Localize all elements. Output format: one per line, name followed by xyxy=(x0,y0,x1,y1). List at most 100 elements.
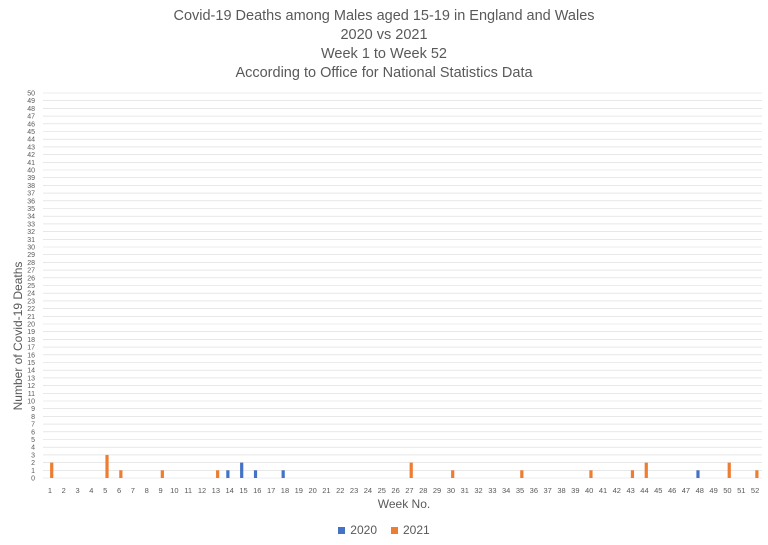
y-tick-label-48: 48 xyxy=(27,106,35,113)
y-tick-label-22: 22 xyxy=(27,306,35,313)
x-tick-label-3: 3 xyxy=(75,486,79,495)
y-tick-labels: 0123456789101112131415161718192021222324… xyxy=(27,91,35,483)
y-tick-label-14: 14 xyxy=(27,368,35,375)
y-tick-label-39: 39 xyxy=(27,175,35,182)
legend-label-2020: 2020 xyxy=(350,523,377,537)
y-tick-label-24: 24 xyxy=(27,291,35,298)
x-tick-label-29: 29 xyxy=(433,486,441,495)
x-tick-label-1: 1 xyxy=(48,486,52,495)
x-tick-label-20: 20 xyxy=(308,486,316,495)
x-tick-label-44: 44 xyxy=(640,486,648,495)
bar-2021-week-43 xyxy=(630,470,635,478)
y-tick-label-8: 8 xyxy=(31,414,35,421)
x-tick-labels: 1 2 3 4 5 6 7 8 9 10 11 12 13 14 15 16 17 18 19 20 21 22 23 24 2… xyxy=(48,486,759,495)
y-tick-label-16: 16 xyxy=(27,352,35,359)
bar-2021-week-1 xyxy=(50,462,54,478)
y-tick-label-23: 23 xyxy=(27,298,35,305)
y-tick-label-2: 2 xyxy=(31,460,35,467)
x-tick-label-39: 39 xyxy=(571,486,579,495)
x-tick-label-40: 40 xyxy=(585,486,593,495)
y-tick-label-32: 32 xyxy=(27,229,35,236)
bar-2021-week-35 xyxy=(520,470,524,478)
y-tick-label-30: 30 xyxy=(27,245,35,252)
y-tick-label-18: 18 xyxy=(27,337,35,344)
x-tick-label-38: 38 xyxy=(557,486,565,495)
x-tick-label-16: 16 xyxy=(253,486,261,495)
x-tick-label-47: 47 xyxy=(682,486,690,495)
x-tick-label-4: 4 xyxy=(89,486,93,495)
y-tick-label-10: 10 xyxy=(27,399,35,406)
x-tick-label-27: 27 xyxy=(405,486,413,495)
x-tick-label-6: 6 xyxy=(117,486,121,495)
y-tick-label-28: 28 xyxy=(27,260,35,267)
bar-2020-week-16 xyxy=(253,470,258,478)
x-tick-label-19: 19 xyxy=(295,486,303,495)
bar-2021-week-40 xyxy=(589,470,593,478)
y-tick-label-9: 9 xyxy=(31,406,35,413)
chart-title-line-2: 2020 vs 2021 xyxy=(340,27,428,43)
y-tick-label-7: 7 xyxy=(31,422,35,429)
x-tick-label-35: 35 xyxy=(516,486,524,495)
gridlines xyxy=(43,92,762,479)
y-tick-label-47: 47 xyxy=(27,114,35,121)
y-tick-label-43: 43 xyxy=(27,144,35,151)
x-tick-label-34: 34 xyxy=(502,486,510,495)
x-tick-label-50: 50 xyxy=(723,486,731,495)
y-tick-label-6: 6 xyxy=(31,429,35,436)
bars xyxy=(50,454,759,478)
x-tick-label-43: 43 xyxy=(626,486,634,495)
legend-label-2021: 2021 xyxy=(403,523,430,537)
x-tick-label-8: 8 xyxy=(145,486,149,495)
x-tick-label-33: 33 xyxy=(488,486,496,495)
x-axis-label: Week No. xyxy=(378,497,430,511)
bar-2020-week-48 xyxy=(696,470,700,478)
x-tick-label-5: 5 xyxy=(103,486,107,495)
bar-2021-week-9 xyxy=(160,470,164,478)
x-tick-label-46: 46 xyxy=(668,486,676,495)
y-tick-label-11: 11 xyxy=(28,391,35,398)
y-tick-label-4: 4 xyxy=(31,445,35,452)
x-tick-label-36: 36 xyxy=(530,486,538,495)
chart-title-line-3: Week 1 to Week 52 xyxy=(320,46,447,62)
y-tick-label-34: 34 xyxy=(27,214,35,221)
bar-2020-week-14 xyxy=(226,470,230,478)
y-tick-label-5: 5 xyxy=(31,437,35,444)
bar-2021-week-30 xyxy=(451,470,455,478)
y-tick-label-12: 12 xyxy=(27,383,35,390)
x-tick-label-11: 11 xyxy=(184,486,192,495)
x-tick-label-26: 26 xyxy=(391,486,399,495)
x-tick-label-30: 30 xyxy=(447,486,455,495)
bar-2021-week-6 xyxy=(119,470,123,478)
x-tick-label-37: 37 xyxy=(544,486,552,495)
x-tick-label-12: 12 xyxy=(198,486,206,495)
legend-swatch-2020 xyxy=(338,526,346,534)
y-tick-label-29: 29 xyxy=(27,252,35,259)
y-tick-label-46: 46 xyxy=(27,121,35,128)
y-tick-label-42: 42 xyxy=(27,152,35,159)
y-tick-label-21: 21 xyxy=(27,314,35,321)
bar-2021-week-52 xyxy=(755,470,759,478)
x-tick-label-42: 42 xyxy=(613,486,621,495)
y-tick-label-15: 15 xyxy=(27,360,35,367)
bar-2021-week-50 xyxy=(727,462,731,478)
y-tick-label-49: 49 xyxy=(27,98,35,105)
x-tick-label-49: 49 xyxy=(709,486,717,495)
bar-2021-week-44 xyxy=(644,462,648,478)
x-tick-label-23: 23 xyxy=(350,486,358,495)
y-tick-label-40: 40 xyxy=(27,168,35,175)
x-tick-label-15: 15 xyxy=(239,486,247,495)
y-tick-label-20: 20 xyxy=(27,322,35,329)
x-tick-label-41: 41 xyxy=(599,486,607,495)
x-tick-label-32: 32 xyxy=(474,486,482,495)
y-tick-label-1: 1 xyxy=(31,468,35,475)
bar-2020-week-18 xyxy=(281,470,285,478)
y-tick-label-36: 36 xyxy=(27,198,35,205)
y-tick-label-27: 27 xyxy=(27,268,35,275)
y-tick-label-25: 25 xyxy=(27,283,35,290)
y-tick-label-3: 3 xyxy=(31,452,35,459)
y-tick-label-37: 37 xyxy=(27,191,35,198)
y-tick-label-44: 44 xyxy=(27,137,35,144)
y-tick-label-38: 38 xyxy=(27,183,35,190)
x-tick-label-25: 25 xyxy=(378,486,386,495)
